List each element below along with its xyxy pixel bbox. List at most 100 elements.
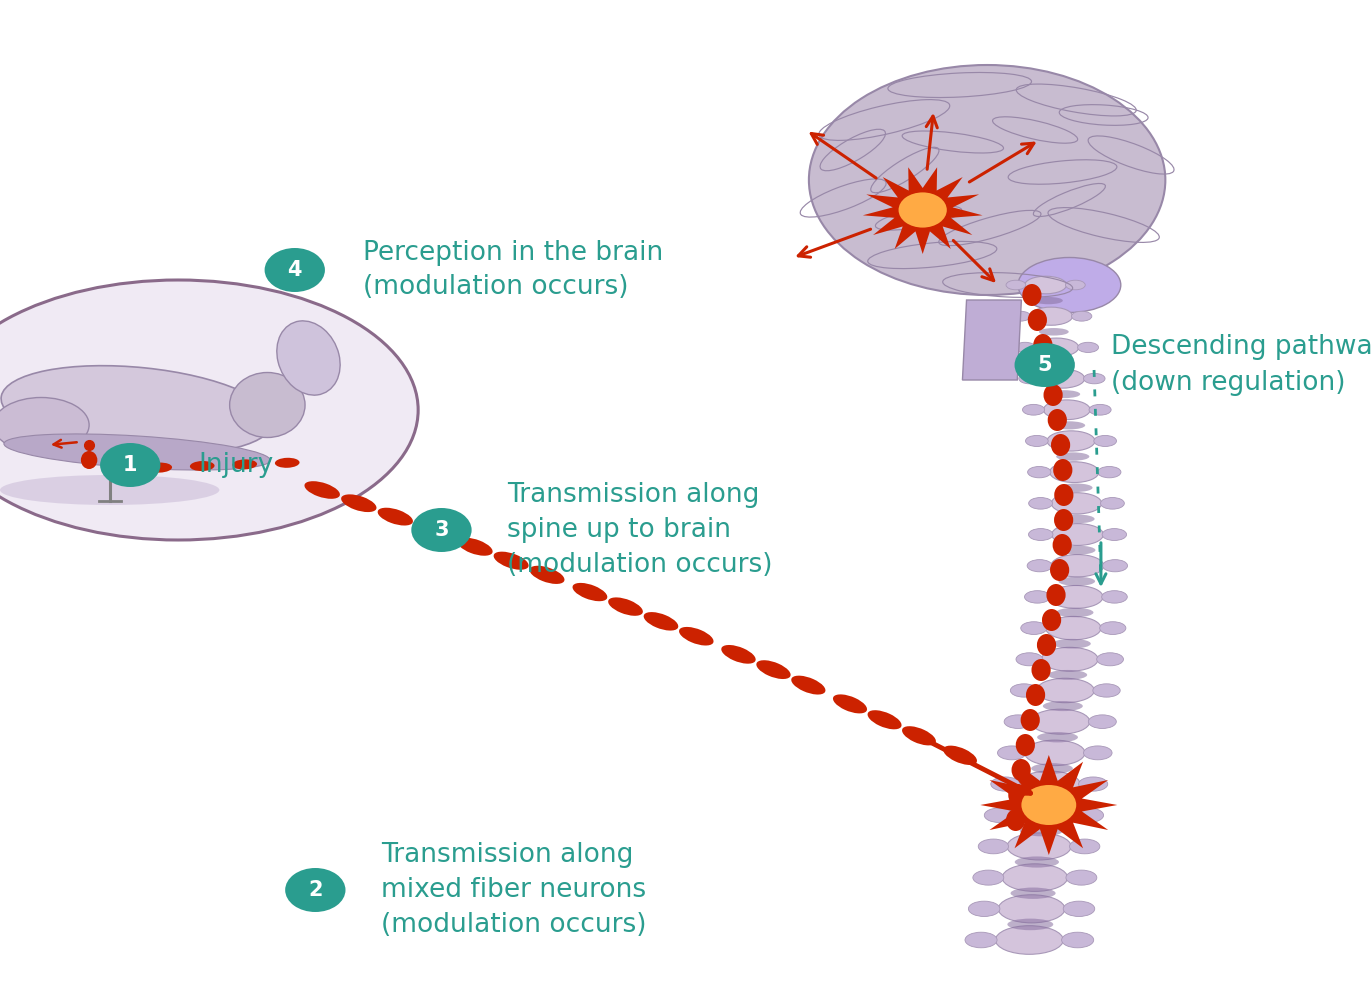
Ellipse shape bbox=[1072, 311, 1091, 321]
Ellipse shape bbox=[1065, 870, 1097, 885]
Ellipse shape bbox=[991, 777, 1020, 791]
Ellipse shape bbox=[1050, 559, 1069, 581]
Ellipse shape bbox=[81, 451, 97, 469]
Ellipse shape bbox=[1094, 435, 1116, 446]
Ellipse shape bbox=[1073, 808, 1104, 822]
Ellipse shape bbox=[1078, 342, 1098, 352]
Ellipse shape bbox=[1083, 746, 1112, 760]
Ellipse shape bbox=[529, 566, 565, 584]
Ellipse shape bbox=[148, 463, 171, 473]
Ellipse shape bbox=[276, 458, 299, 468]
Ellipse shape bbox=[943, 746, 978, 765]
Ellipse shape bbox=[1093, 684, 1120, 697]
Ellipse shape bbox=[1102, 529, 1127, 540]
Ellipse shape bbox=[1102, 560, 1127, 572]
Ellipse shape bbox=[0, 397, 89, 452]
Ellipse shape bbox=[1019, 373, 1041, 384]
Ellipse shape bbox=[1053, 459, 1072, 481]
Ellipse shape bbox=[868, 710, 902, 729]
Text: Injury: Injury bbox=[199, 452, 274, 478]
Ellipse shape bbox=[1026, 794, 1068, 805]
Ellipse shape bbox=[609, 597, 643, 616]
Circle shape bbox=[898, 192, 947, 228]
Text: Descending pathway
(down regulation): Descending pathway (down regulation) bbox=[1111, 334, 1371, 395]
Ellipse shape bbox=[1023, 404, 1045, 415]
Ellipse shape bbox=[1052, 524, 1104, 545]
Ellipse shape bbox=[1013, 802, 1075, 828]
Ellipse shape bbox=[1061, 932, 1094, 948]
Ellipse shape bbox=[1047, 670, 1087, 680]
Ellipse shape bbox=[233, 459, 256, 469]
Ellipse shape bbox=[414, 521, 450, 539]
Ellipse shape bbox=[1098, 466, 1121, 478]
Ellipse shape bbox=[1021, 622, 1047, 634]
Ellipse shape bbox=[1052, 434, 1071, 456]
Ellipse shape bbox=[1049, 585, 1102, 608]
Ellipse shape bbox=[1053, 534, 1072, 556]
Ellipse shape bbox=[1012, 759, 1031, 781]
Ellipse shape bbox=[1060, 515, 1094, 523]
Ellipse shape bbox=[791, 676, 825, 695]
Ellipse shape bbox=[1034, 334, 1053, 356]
Ellipse shape bbox=[1054, 484, 1073, 506]
Ellipse shape bbox=[1028, 309, 1047, 331]
Ellipse shape bbox=[1050, 462, 1098, 483]
Ellipse shape bbox=[377, 508, 413, 526]
Ellipse shape bbox=[1031, 659, 1050, 681]
Circle shape bbox=[100, 443, 160, 487]
Ellipse shape bbox=[1015, 342, 1035, 352]
Ellipse shape bbox=[1006, 280, 1026, 290]
Ellipse shape bbox=[1023, 284, 1042, 306]
Ellipse shape bbox=[0, 475, 219, 505]
Text: 1: 1 bbox=[123, 455, 137, 475]
Ellipse shape bbox=[1006, 809, 1026, 831]
Ellipse shape bbox=[1058, 577, 1095, 586]
Ellipse shape bbox=[979, 839, 1009, 854]
Ellipse shape bbox=[1083, 373, 1105, 384]
Ellipse shape bbox=[1034, 297, 1063, 304]
Ellipse shape bbox=[1036, 732, 1078, 742]
Ellipse shape bbox=[1065, 280, 1086, 290]
Circle shape bbox=[265, 248, 325, 292]
Ellipse shape bbox=[1079, 777, 1108, 791]
Ellipse shape bbox=[998, 895, 1065, 923]
Ellipse shape bbox=[1036, 634, 1056, 656]
Ellipse shape bbox=[1049, 390, 1080, 398]
Ellipse shape bbox=[1031, 709, 1090, 734]
Ellipse shape bbox=[1036, 678, 1094, 703]
Ellipse shape bbox=[834, 694, 866, 713]
Ellipse shape bbox=[1052, 555, 1104, 577]
Ellipse shape bbox=[1024, 591, 1050, 603]
Ellipse shape bbox=[341, 494, 377, 512]
Ellipse shape bbox=[968, 901, 999, 916]
Ellipse shape bbox=[191, 461, 214, 471]
Ellipse shape bbox=[1102, 591, 1127, 603]
Ellipse shape bbox=[1008, 784, 1027, 806]
Ellipse shape bbox=[1010, 684, 1038, 697]
Ellipse shape bbox=[1016, 734, 1035, 756]
Ellipse shape bbox=[1046, 616, 1101, 640]
Ellipse shape bbox=[643, 612, 679, 631]
Polygon shape bbox=[962, 300, 1021, 380]
Ellipse shape bbox=[1027, 560, 1052, 572]
Ellipse shape bbox=[998, 746, 1026, 760]
Ellipse shape bbox=[494, 552, 529, 570]
Ellipse shape bbox=[1039, 359, 1058, 381]
Ellipse shape bbox=[1039, 369, 1084, 388]
Ellipse shape bbox=[1058, 483, 1093, 492]
Ellipse shape bbox=[106, 464, 129, 474]
Ellipse shape bbox=[230, 372, 304, 438]
Circle shape bbox=[411, 508, 472, 552]
Ellipse shape bbox=[1030, 307, 1072, 325]
Ellipse shape bbox=[1020, 825, 1063, 836]
Circle shape bbox=[1021, 785, 1076, 825]
Ellipse shape bbox=[1016, 653, 1043, 666]
Ellipse shape bbox=[1056, 452, 1090, 461]
Polygon shape bbox=[980, 755, 1117, 855]
Ellipse shape bbox=[757, 660, 791, 679]
Ellipse shape bbox=[1053, 639, 1091, 649]
Text: 3: 3 bbox=[435, 520, 448, 540]
Ellipse shape bbox=[1042, 609, 1061, 631]
Circle shape bbox=[1015, 343, 1075, 387]
Ellipse shape bbox=[1043, 400, 1090, 420]
